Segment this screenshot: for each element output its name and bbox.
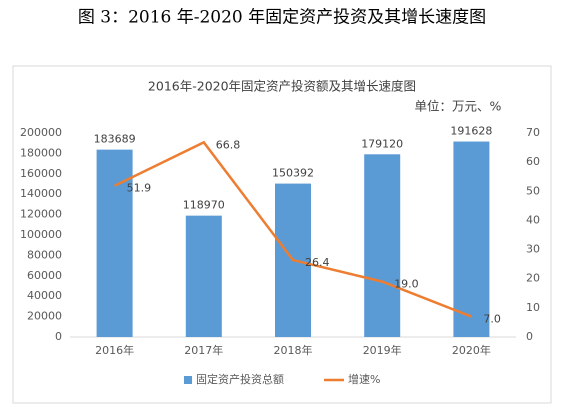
y-tick-label: 100000 [20,228,62,241]
chart-title: 2016年-2020年固定资产投资额及其增长速度图 [148,79,416,94]
legend-swatch [184,376,192,384]
y-tick-label: 80000 [27,248,62,261]
y-tick-label: 160000 [20,167,62,180]
bar-value-label: 179120 [361,137,403,150]
line-value-label: 26.4 [305,256,330,269]
bar-value-label: 150392 [272,167,314,180]
y-tick-label: 180000 [20,146,62,159]
y2-tick-label: 30 [526,243,540,256]
x-tick-label: 2016年 [95,343,134,357]
y2-tick-label: 70 [526,126,540,139]
y-tick-label: 20000 [27,310,62,323]
line-value-label: 66.8 [216,138,241,151]
bar-value-label: 191628 [450,125,492,138]
y2-tick-label: 60 [526,155,540,168]
x-tick-label: 2020年 [452,343,491,357]
y-tick-label: 60000 [27,269,62,282]
legend-label: 固定资产投资总额 [196,372,284,386]
unit-label: 单位：万元、% [415,99,502,114]
x-tick-label: 2019年 [363,343,402,357]
y2-tick-label: 40 [526,213,540,226]
y-tick-label: 0 [55,330,62,343]
line-value-label: 51.9 [127,182,152,195]
y2-tick-label: 20 [526,272,540,285]
y2-tick-label: 10 [526,301,540,314]
legend-label: 增速% [348,372,380,386]
y-tick-label: 200000 [20,126,62,139]
y-tick-label: 140000 [20,187,62,200]
x-tick-label: 2018年 [274,343,313,357]
bar-value-label: 183689 [94,133,136,146]
x-tick-label: 2017年 [184,343,223,357]
line-value-label: 19.0 [394,278,419,291]
bar [364,154,401,337]
line [114,140,472,318]
y2-tick-label: 50 [526,184,540,197]
bar [96,149,133,337]
y2-tick-label: 0 [526,330,533,343]
bar [453,141,490,337]
y-tick-label: 120000 [20,208,62,221]
bar [185,215,222,337]
chart-frame [12,65,552,404]
bar-value-label: 118970 [183,199,225,212]
caption: 图 3：2016 年-2020 年固定资产投资及其增长速度图 [78,8,486,28]
y-tick-label: 40000 [27,289,62,302]
line-value-label: 7.0 [483,313,501,326]
